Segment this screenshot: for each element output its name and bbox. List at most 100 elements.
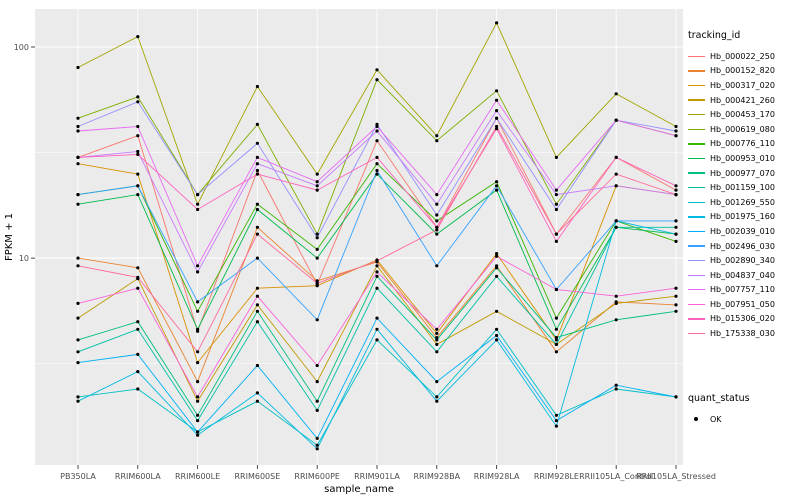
data-point bbox=[554, 193, 559, 197]
data-point bbox=[375, 338, 379, 342]
data-point bbox=[315, 279, 319, 283]
x-tick-label: RRIM600SE bbox=[235, 472, 281, 481]
data-point bbox=[255, 399, 259, 403]
legend-label: Hb_015306_020 bbox=[710, 314, 775, 324]
legend-line-swatch bbox=[688, 303, 705, 306]
data-point bbox=[435, 228, 439, 232]
data-point bbox=[315, 363, 319, 368]
legend-line-swatch bbox=[688, 289, 705, 291]
data-point bbox=[315, 447, 319, 451]
data-point bbox=[196, 433, 200, 437]
data-point bbox=[76, 116, 80, 120]
data-point bbox=[76, 65, 80, 70]
data-point bbox=[255, 168, 259, 173]
data-point bbox=[136, 327, 140, 331]
data-point bbox=[375, 274, 379, 278]
legend-item-Hb_007951_050: Hb_007951_050 bbox=[688, 297, 800, 312]
data-point bbox=[554, 336, 559, 340]
legend-item-Hb_002496_030: Hb_002496_030 bbox=[688, 239, 800, 254]
data-point bbox=[196, 207, 200, 212]
data-point bbox=[495, 180, 499, 184]
data-point bbox=[435, 134, 439, 138]
x-tick-label: RRIM600LA bbox=[115, 472, 161, 481]
data-point bbox=[196, 361, 200, 365]
data-point bbox=[196, 202, 200, 206]
data-point bbox=[255, 391, 259, 395]
data-point bbox=[674, 184, 678, 188]
data-point bbox=[315, 172, 319, 176]
legend-line-swatch bbox=[688, 128, 705, 130]
ok-point-icon bbox=[694, 417, 698, 422]
legend-label: Hb_175338_030 bbox=[710, 329, 775, 339]
data-point bbox=[315, 284, 319, 288]
data-point bbox=[76, 202, 80, 206]
data-point bbox=[196, 419, 200, 423]
data-point bbox=[554, 350, 559, 354]
data-point bbox=[196, 270, 200, 274]
data-point bbox=[554, 287, 559, 292]
data-point bbox=[315, 318, 319, 322]
data-point bbox=[435, 342, 439, 346]
data-point bbox=[554, 316, 559, 320]
data-point bbox=[674, 225, 678, 229]
data-point bbox=[76, 162, 80, 166]
data-point bbox=[435, 213, 439, 217]
data-point bbox=[495, 127, 499, 131]
data-point bbox=[375, 162, 379, 166]
data-point bbox=[375, 172, 379, 176]
data-point bbox=[495, 124, 499, 129]
data-point bbox=[674, 193, 678, 197]
legend-line-swatch bbox=[688, 172, 705, 174]
data-point bbox=[196, 327, 200, 331]
data-point bbox=[255, 207, 259, 212]
legend-item-Hb_000453_170: Hb_000453_170 bbox=[688, 107, 800, 122]
data-point bbox=[495, 116, 499, 120]
data-point bbox=[315, 188, 319, 192]
x-tick-label: RRII105LA_Control bbox=[579, 472, 653, 481]
legend-item-Hb_007757_110: Hb_007757_110 bbox=[688, 283, 800, 298]
data-point bbox=[136, 275, 140, 279]
x-tick-label: RRIM600LE bbox=[175, 472, 220, 481]
data-point bbox=[136, 124, 140, 129]
data-point bbox=[614, 92, 618, 96]
legend-item-Hb_000317_020: Hb_000317_020 bbox=[688, 78, 800, 93]
data-point bbox=[435, 380, 439, 384]
data-point bbox=[375, 327, 379, 331]
data-point bbox=[315, 281, 319, 285]
data-point bbox=[76, 256, 80, 260]
data-point bbox=[255, 122, 259, 126]
data-point bbox=[375, 155, 379, 159]
data-point bbox=[255, 363, 259, 368]
legend-label: Hb_007757_110 bbox=[710, 285, 775, 295]
x-tick-label: RRIM928BA bbox=[413, 472, 460, 481]
data-point bbox=[435, 327, 439, 331]
legend-item-Hb_000977_070: Hb_000977_070 bbox=[688, 166, 800, 181]
data-point bbox=[495, 89, 499, 93]
data-point bbox=[375, 286, 379, 290]
data-point bbox=[495, 188, 499, 192]
data-point bbox=[255, 309, 259, 313]
data-point bbox=[435, 350, 439, 354]
data-point bbox=[614, 219, 618, 223]
legend-line-swatch bbox=[688, 245, 705, 247]
data-point bbox=[315, 236, 319, 240]
data-point bbox=[76, 301, 80, 305]
data-point bbox=[495, 109, 499, 113]
data-point bbox=[255, 294, 259, 298]
data-point bbox=[674, 188, 678, 192]
data-point bbox=[435, 139, 439, 143]
legend-label: Hb_004837_040 bbox=[710, 270, 775, 280]
data-point bbox=[375, 316, 379, 320]
data-point bbox=[315, 184, 319, 188]
data-point bbox=[554, 413, 559, 417]
legend-line-swatch bbox=[688, 99, 705, 101]
data-point bbox=[196, 430, 200, 434]
legend-line-swatch bbox=[688, 259, 705, 262]
x-tick-label: RRIM928LE bbox=[534, 472, 579, 481]
data-point bbox=[76, 395, 80, 399]
legend-line-swatch bbox=[688, 186, 705, 189]
data-point bbox=[614, 225, 618, 229]
data-point bbox=[495, 252, 499, 256]
data-point bbox=[136, 152, 140, 156]
